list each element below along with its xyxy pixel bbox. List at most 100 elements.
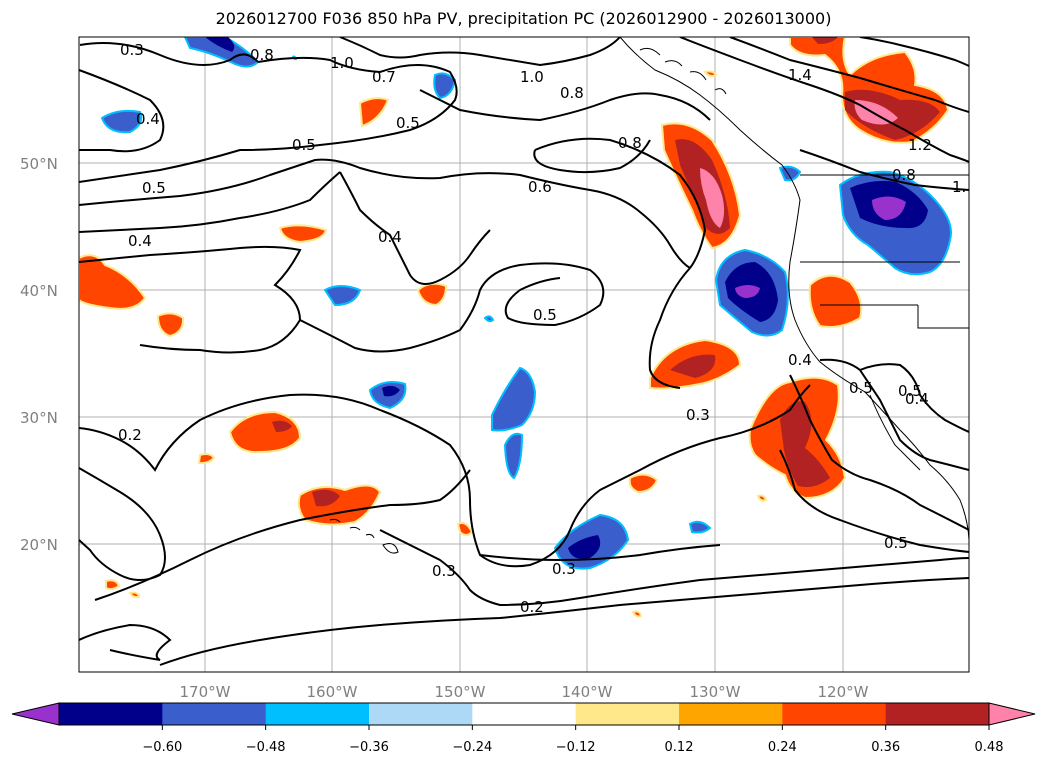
precip-positive-area xyxy=(670,354,716,378)
pv-contour-line xyxy=(79,623,172,661)
lon-label-140w: 140°W xyxy=(562,683,613,701)
colorbar-tick-label: −0.36 xyxy=(349,740,389,755)
pv-label: 0.8 xyxy=(892,166,916,184)
colorbar-tick-label: −0.24 xyxy=(452,740,492,755)
pv-label: 0.5 xyxy=(142,179,166,197)
pv-contour-line xyxy=(159,577,969,666)
colorbar-tick-label: 0.12 xyxy=(665,740,694,755)
precip-positive-area xyxy=(780,401,830,487)
precip-positive-area xyxy=(812,37,838,44)
pv-contour-line xyxy=(679,37,969,163)
pv-contour-line xyxy=(799,149,969,191)
colorbar-tick-label: −0.48 xyxy=(246,740,286,755)
lat-label-30n: 30°N xyxy=(20,409,58,427)
pv-contours xyxy=(79,37,969,666)
pv-label: 0.3 xyxy=(552,560,576,578)
pv-label: 0.4 xyxy=(905,390,929,408)
map-plot-area xyxy=(79,37,969,672)
north-america-coast xyxy=(619,37,969,541)
state-border xyxy=(800,174,969,329)
pv-label: 1.0 xyxy=(330,54,354,72)
pv-label: 0.5 xyxy=(849,379,873,397)
lat-label-20n: 20°N xyxy=(20,536,58,554)
pv-contour-line xyxy=(859,363,969,433)
precip-positive-area xyxy=(312,489,340,507)
pv-label: 1.0 xyxy=(520,68,544,86)
lon-label-150w: 150°W xyxy=(435,683,486,701)
colorbar-bin xyxy=(782,703,887,725)
precip-positive-area xyxy=(358,97,390,128)
precip-negative-area xyxy=(778,165,802,182)
colorbar-outline xyxy=(58,702,990,726)
lat-label-40n: 40°N xyxy=(20,282,58,300)
pv-label: 1.2 xyxy=(908,136,932,154)
pv-label: 0.3 xyxy=(686,406,710,424)
precip-negative-area xyxy=(735,285,760,298)
precip-positive-area xyxy=(128,591,141,599)
lon-label-170w: 170°W xyxy=(180,683,231,701)
colorbar-extend-high xyxy=(988,702,1036,726)
pv-contour-line xyxy=(79,158,691,269)
colorbar-bin xyxy=(265,703,370,725)
pv-contour-line xyxy=(79,41,259,66)
pv-contour-line xyxy=(339,37,621,67)
precip-negative-area xyxy=(382,385,400,397)
lon-label-120w: 120°W xyxy=(818,683,869,701)
pv-contour-line xyxy=(729,37,969,113)
pv-label: 0.5 xyxy=(884,534,908,552)
precip-negative-area xyxy=(100,109,143,134)
latitude-labels: 50°N 40°N 30°N 20°N xyxy=(20,155,58,554)
precip-positive-area xyxy=(197,453,216,465)
colorbar-bin xyxy=(472,703,577,725)
pv-contour-line xyxy=(789,374,969,531)
pv-contour-line xyxy=(79,69,165,153)
pv-contour-line xyxy=(534,137,707,389)
pv-label: 0.3 xyxy=(432,562,456,580)
pv-contour-line xyxy=(419,89,711,122)
pv-label: 0.3 xyxy=(120,41,144,59)
pv-contour-line xyxy=(79,171,341,233)
hawaii-islands xyxy=(329,518,399,554)
colorbar-tick-label: −0.12 xyxy=(556,740,596,755)
precip-positive-area xyxy=(278,224,328,244)
pv-label: 1.4 xyxy=(788,66,812,84)
precip-negative-area xyxy=(183,37,260,68)
pv-label: 0.5 xyxy=(533,306,557,324)
pv-contour-line xyxy=(779,449,969,553)
precip-negative-area xyxy=(433,72,457,100)
precip-positive-area xyxy=(756,494,768,502)
precip-positive-area xyxy=(105,579,121,591)
pv-contour-line xyxy=(79,384,811,568)
colorbar-tick-label: 0.24 xyxy=(768,740,797,755)
pv-label: 0.2 xyxy=(520,598,544,616)
lon-label-130w: 130°W xyxy=(690,683,741,701)
colorbar-extend-low xyxy=(11,702,60,726)
longitude-labels: 170°W 160°W 150°W 140°W 130°W 120°W xyxy=(180,683,869,701)
colorbar-bin xyxy=(162,703,267,725)
precip-negative-area xyxy=(688,520,712,534)
pv-label: 0.8 xyxy=(560,84,584,102)
pv-label: 0.4 xyxy=(136,110,160,128)
pv-contour-line xyxy=(819,358,969,471)
pv-label: 0.6 xyxy=(528,178,552,196)
precip-negative-area xyxy=(323,285,362,307)
precip-positive-area xyxy=(700,168,725,228)
pv-label: 1. xyxy=(952,178,966,196)
precip-shading xyxy=(79,37,952,618)
pv-label: 0.8 xyxy=(250,46,274,64)
baja-california xyxy=(869,394,921,471)
colorbar-bin xyxy=(369,703,473,725)
pv-label: 0.8 xyxy=(618,134,642,152)
colorbar-bin xyxy=(885,703,990,725)
pv-contour-labels: 0.3 0.8 1.0 0.7 1.0 0.8 1.4 0.4 0.5 0.5 … xyxy=(118,41,966,616)
precip-positive-area xyxy=(79,254,147,310)
colorbar-tick-label: −0.60 xyxy=(142,740,182,755)
lat-label-50n: 50°N xyxy=(20,155,58,173)
colorbar-bin xyxy=(575,703,680,725)
colorbar: −0.60 −0.48 −0.36 −0.24 −0.12 0.12 0.24 0.36 0.4… xyxy=(11,702,1036,755)
precip-positive-area xyxy=(156,312,185,338)
pv-label: 0.5 xyxy=(292,136,316,154)
pv-label: 0.5 xyxy=(898,382,922,400)
precip-negative-area xyxy=(483,315,495,323)
